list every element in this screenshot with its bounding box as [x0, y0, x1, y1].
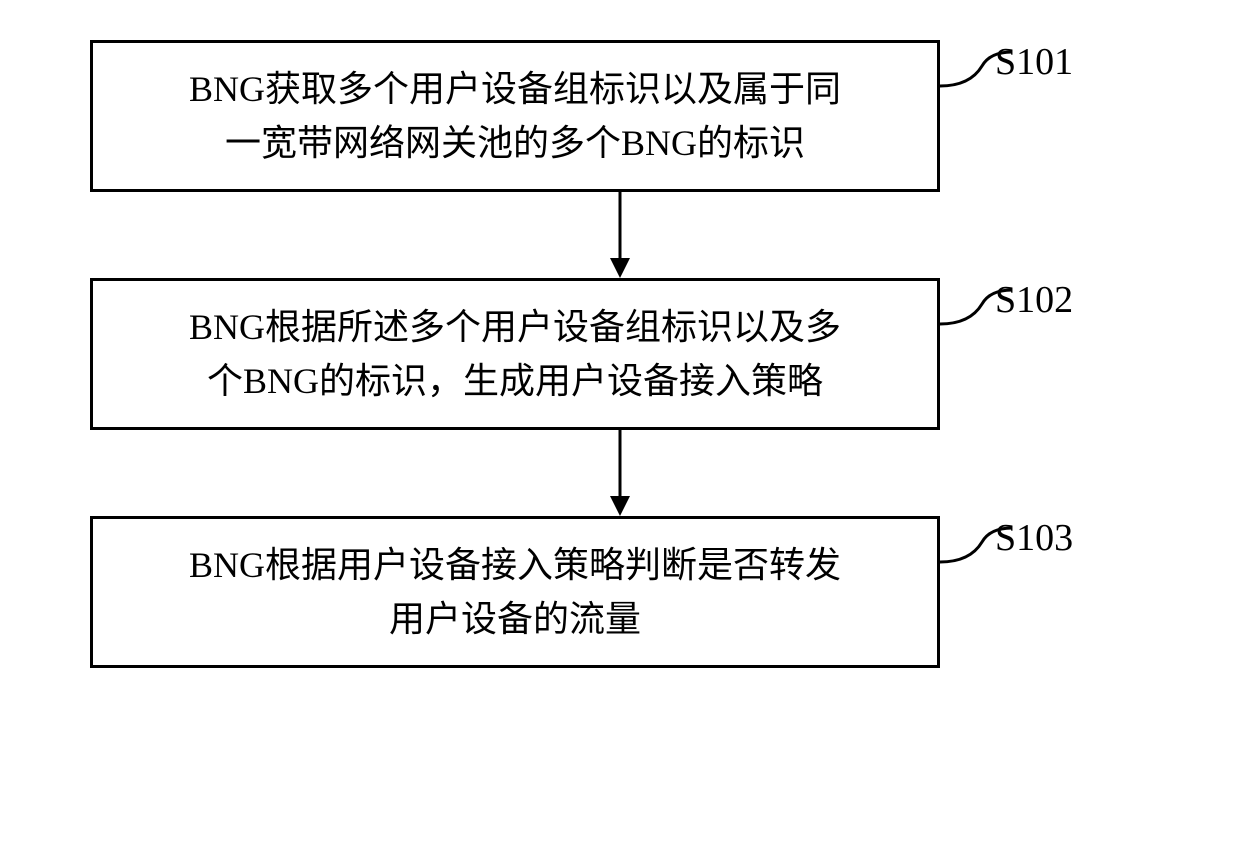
step-label-s102: S102: [995, 278, 1073, 322]
flowchart-container: BNG获取多个用户设备组标识以及属于同 一宽带网络网关池的多个BNG的标识 S1…: [90, 40, 1150, 668]
node-text-line1: BNG根据所述多个用户设备组标识以及多: [189, 307, 841, 347]
node-text-line1: BNG获取多个用户设备组标识以及属于同: [189, 69, 841, 109]
flowchart-arrow-2: [600, 430, 640, 516]
node-text: BNG获取多个用户设备组标识以及属于同 一宽带网络网关池的多个BNG的标识: [189, 62, 841, 170]
flowchart-node-s102: BNG根据所述多个用户设备组标识以及多 个BNG的标识，生成用户设备接入策略: [90, 278, 940, 430]
node-text-line2: 一宽带网络网关池的多个BNG的标识: [225, 123, 805, 163]
node-text: BNG根据所述多个用户设备组标识以及多 个BNG的标识，生成用户设备接入策略: [189, 300, 841, 408]
flowchart-row-2: BNG根据所述多个用户设备组标识以及多 个BNG的标识，生成用户设备接入策略 S…: [90, 278, 1150, 430]
node-text-line2: 用户设备的流量: [389, 599, 641, 639]
flowchart-row-3: BNG根据用户设备接入策略判断是否转发 用户设备的流量 S103: [90, 516, 1150, 668]
step-label-s103: S103: [995, 516, 1073, 560]
flowchart-node-s101: BNG获取多个用户设备组标识以及属于同 一宽带网络网关池的多个BNG的标识: [90, 40, 940, 192]
flowchart-row-1: BNG获取多个用户设备组标识以及属于同 一宽带网络网关池的多个BNG的标识 S1…: [90, 40, 1150, 192]
node-text-line1: BNG根据用户设备接入策略判断是否转发: [189, 545, 841, 585]
step-label-s101: S101: [995, 40, 1073, 84]
node-text-line2: 个BNG的标识，生成用户设备接入策略: [207, 361, 823, 401]
flowchart-node-s103: BNG根据用户设备接入策略判断是否转发 用户设备的流量: [90, 516, 940, 668]
flowchart-arrow-1: [600, 192, 640, 278]
node-text: BNG根据用户设备接入策略判断是否转发 用户设备的流量: [189, 538, 841, 646]
